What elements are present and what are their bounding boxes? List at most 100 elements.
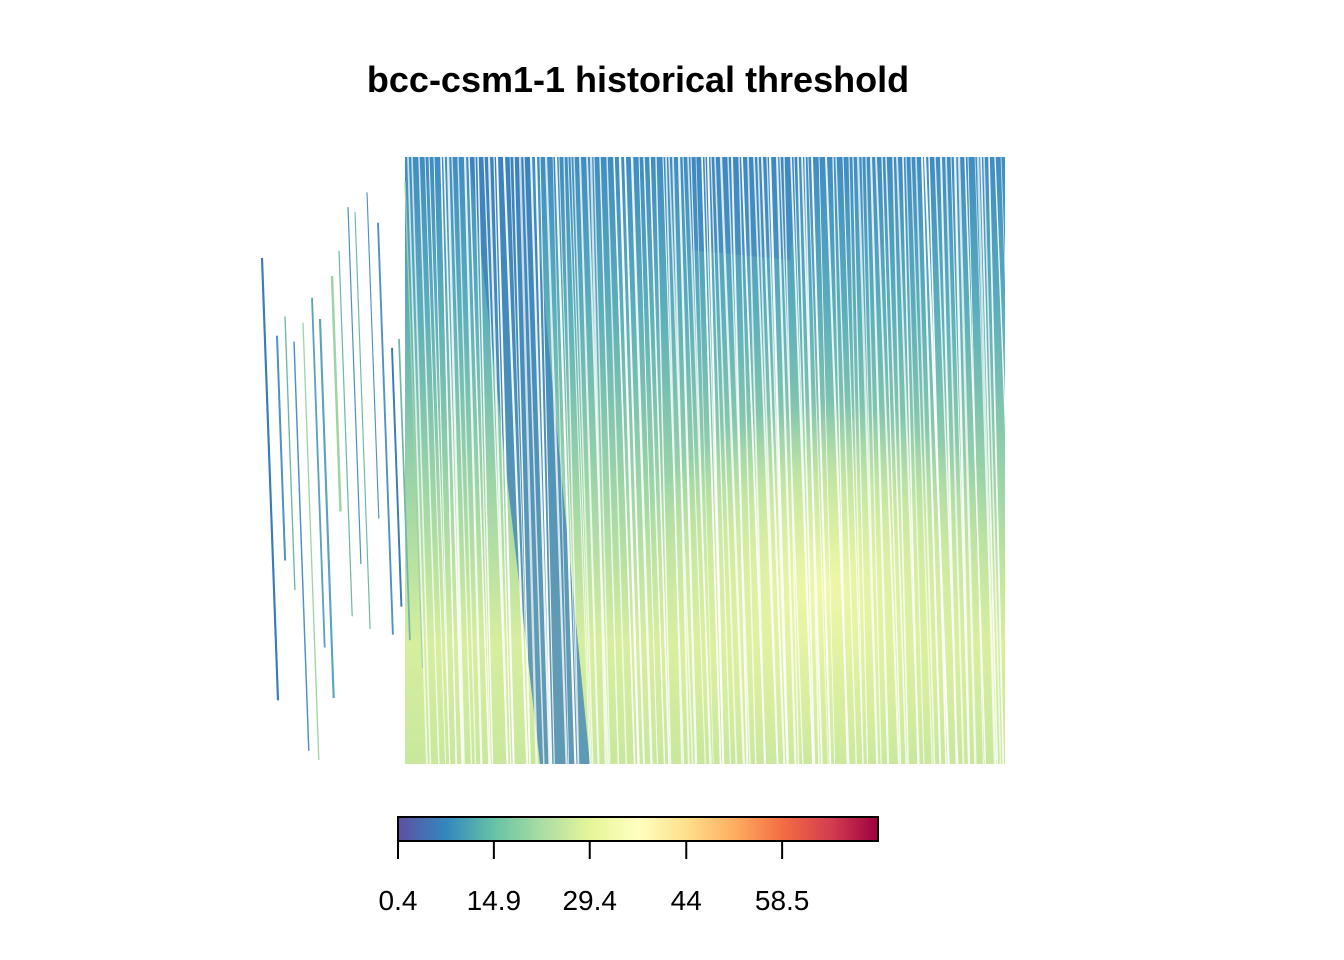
- raster-streak: [398, 338, 411, 641]
- raster-gap-line: [593, 156, 611, 765]
- raster-gap-line: [643, 156, 666, 765]
- raster-left-streaks: [260, 181, 424, 760]
- raster-gap-line: [953, 156, 971, 765]
- raster-gap-line: [881, 156, 902, 765]
- raster-gap-line: [518, 156, 538, 765]
- raster-gap-line: [677, 156, 698, 765]
- raster-gap-line: [861, 156, 878, 765]
- raster-gap-line: [477, 156, 494, 765]
- raster-gap-line: [589, 156, 607, 765]
- raster-gap-line: [468, 156, 490, 765]
- raster-gap-line: [544, 156, 568, 765]
- raster-map: [260, 156, 1020, 765]
- raster-gap-line: [842, 156, 864, 765]
- raster-gap-line: [513, 156, 531, 765]
- raster-gap-line: [793, 156, 814, 765]
- raster-gap-line: [807, 156, 829, 765]
- raster-streak: [377, 222, 394, 635]
- raster-streak: [391, 347, 403, 607]
- raster-gap-line: [964, 156, 987, 765]
- raster-gap-line: [509, 156, 530, 765]
- raster-gap-line: [428, 156, 451, 765]
- raster-gap-line: [945, 156, 965, 765]
- raster-gap-line: [672, 156, 690, 765]
- colorbar-ticks: 0.4 14.9 29.4 44 58.5: [379, 841, 810, 916]
- raster-gap-line: [939, 156, 958, 765]
- raster-gap-line: [554, 156, 577, 765]
- raster-gap-line: [967, 156, 984, 765]
- raster-gap-line: [573, 156, 594, 765]
- raster-gap-line: [980, 156, 999, 765]
- raster-streak: [330, 275, 342, 512]
- raster-gap-line: [719, 156, 746, 765]
- raster-gap-line: [928, 156, 947, 765]
- raster-gap-line: [474, 156, 491, 765]
- raster-gap-line: [493, 156, 512, 765]
- raster-streak: [284, 316, 296, 591]
- raster-gap-line: [848, 156, 864, 765]
- raster-gap-line: [638, 156, 658, 765]
- raster-gap-line: [783, 156, 800, 765]
- raster-gap-line: [523, 156, 545, 765]
- raster-gap-line: [443, 156, 464, 765]
- raster-gaps: [407, 156, 1020, 765]
- raster-streak: [404, 181, 424, 669]
- raster-gap-line: [534, 156, 553, 765]
- raster-gap-line: [682, 156, 706, 765]
- raster-gap-line: [690, 156, 711, 765]
- raster-gap-line: [797, 156, 816, 765]
- raster-streak: [311, 297, 326, 648]
- raster-gap-line: [487, 156, 509, 765]
- raster-gap-line: [1000, 156, 1020, 717]
- raster-field-dark-band: [470, 157, 590, 764]
- colorbar-tick-label: 0.4: [379, 885, 418, 916]
- raster-gap-line: [649, 156, 670, 765]
- raster-gap-line: [775, 156, 797, 765]
- raster-gap-line: [558, 156, 579, 765]
- raster-gap-line: [731, 156, 749, 765]
- raster-gap-line: [905, 156, 925, 765]
- raster-gap-line: [994, 156, 1020, 765]
- raster-gap-line: [710, 156, 731, 765]
- raster-gap-line: [599, 156, 620, 765]
- raster-gap-line: [988, 156, 1005, 765]
- colorbar-tick-label: 14.9: [467, 885, 522, 916]
- raster-gap-line: [768, 156, 789, 765]
- raster-gap-line: [424, 156, 447, 765]
- raster-gap-line: [630, 156, 653, 765]
- colorbar-tick-label: 29.4: [562, 885, 617, 916]
- colorbar-tick-label: 44: [671, 885, 702, 916]
- raster-gap-line: [707, 156, 725, 765]
- chart-title: bcc-csm1-1 historical threshold: [367, 59, 909, 100]
- raster-gap-line: [446, 156, 465, 765]
- raster-gap-line: [440, 156, 457, 765]
- raster-streak: [354, 212, 371, 630]
- colorbar: 0.4 14.9 29.4 44 58.5: [379, 816, 879, 916]
- raster-gap-line: [902, 156, 919, 765]
- raster-gap-line: [539, 156, 555, 765]
- raster-gap-line: [495, 156, 515, 765]
- raster-gap-line: [451, 156, 473, 765]
- raster-gap-line: [976, 156, 997, 765]
- raster-gap-line: [738, 156, 757, 765]
- raster-gap-line: [552, 156, 570, 765]
- raster-gap-line: [433, 156, 451, 765]
- raster-gap-line: [714, 156, 738, 765]
- raster-gap-line: [529, 156, 551, 765]
- raster-gap-line: [463, 156, 483, 765]
- raster-gap-line: [892, 156, 909, 765]
- raster-gap-line: [875, 156, 900, 765]
- raster-gap-line: [811, 156, 832, 765]
- colorbar-bar: [397, 816, 879, 842]
- raster-gap-line: [624, 156, 645, 765]
- colorbar-tick-label: 58.5: [755, 885, 810, 916]
- raster-gap-line: [757, 156, 779, 765]
- raster-gap-line: [915, 156, 936, 765]
- raster-gap-line: [921, 156, 942, 765]
- raster-gap-line: [818, 156, 836, 765]
- raster-streak: [318, 318, 335, 699]
- raster-streak: [302, 322, 320, 760]
- raster-gap-line: [832, 156, 848, 765]
- raster-gap-line: [655, 156, 672, 765]
